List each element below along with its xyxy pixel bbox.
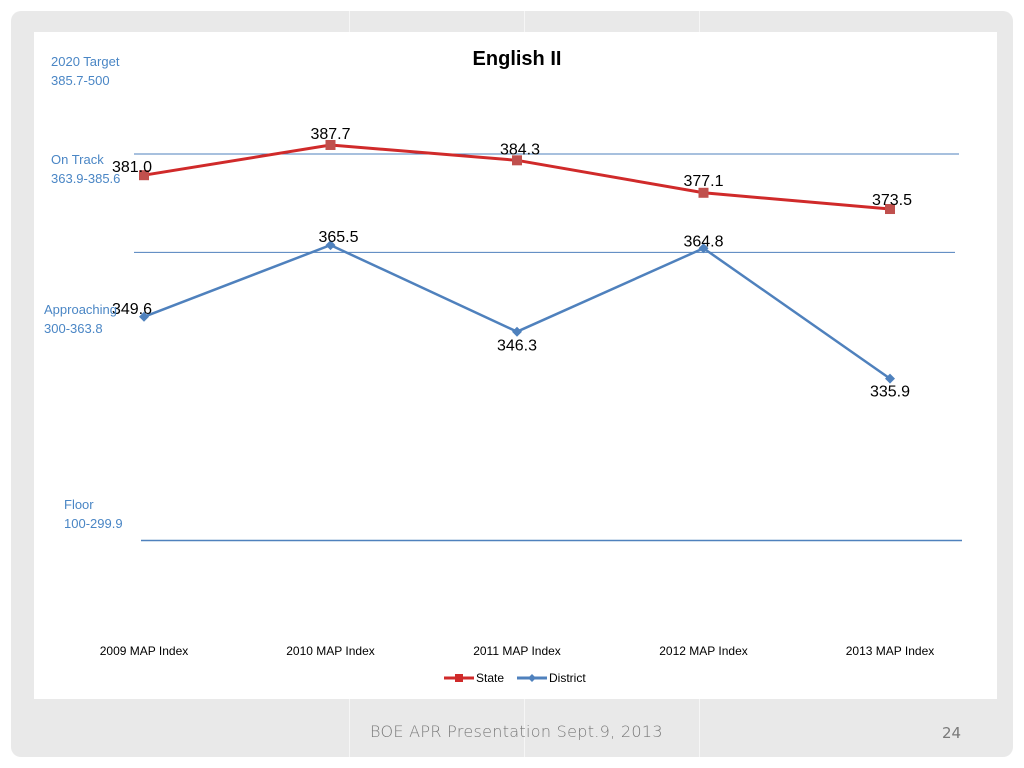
state-point-marker — [512, 155, 522, 166]
legend-diamond-marker — [528, 674, 536, 682]
state-point-marker — [885, 204, 895, 215]
state-data-label: 377.1 — [683, 173, 723, 190]
data-labels: 381.0 387.7 384.3 377.1 373.5 349.6 365.5 346.3… — [112, 126, 912, 401]
state-point-marker — [698, 187, 709, 198]
page-number: 24 — [942, 724, 962, 742]
band-range: 385.7-500 — [51, 73, 110, 88]
band-name: Floor — [64, 497, 94, 512]
band-name: On Track — [51, 152, 104, 167]
district-point-marker — [512, 326, 522, 337]
line-chart: English II 381.0 387.7 384.3 377.1 373.5 349.… — [100, 48, 962, 685]
district-data-label: 365.5 — [318, 229, 358, 246]
band-label-approaching: Approaching 300-363.8 — [44, 300, 117, 338]
district-point-marker — [139, 311, 149, 322]
band-range: 100-299.9 — [64, 516, 123, 531]
chart-legend: State District — [444, 671, 586, 685]
band-label-floor: Floor 100-299.9 — [64, 495, 123, 533]
state-data-label: 373.5 — [872, 192, 912, 209]
x-tick-label: 2011 MAP Index — [473, 644, 561, 658]
band-name: 2020 Target — [51, 54, 120, 69]
chart-title: English II — [473, 48, 562, 70]
district-data-label: 349.6 — [112, 301, 152, 318]
band-range: 300-363.8 — [44, 321, 103, 336]
x-tick-label: 2009 MAP Index — [100, 644, 189, 658]
state-data-label: 381.0 — [112, 159, 152, 176]
band-label-on-track: On Track 363.9-385.6 — [51, 150, 120, 188]
legend-label: State — [476, 671, 504, 685]
series-layer — [139, 139, 895, 384]
chart-panel: English II 381.0 387.7 384.3 377.1 373.5 349.… — [34, 32, 997, 699]
x-tick-label: 2013 MAP Index — [846, 644, 935, 658]
district-point-marker — [885, 373, 895, 384]
band-lines — [134, 153, 962, 542]
state-data-label: 387.7 — [310, 126, 350, 143]
footer-text: BOE APR Presentation Sept.9, 2013 — [370, 722, 663, 741]
band-range: 363.9-385.6 — [51, 171, 121, 186]
legend-square-marker — [455, 674, 463, 682]
district-point-marker — [325, 240, 336, 251]
state-data-label: 384.3 — [500, 141, 540, 158]
district-point-marker — [698, 243, 709, 254]
state-point-marker — [139, 170, 149, 181]
district-data-label: 335.9 — [870, 384, 910, 401]
district-data-label: 346.3 — [497, 338, 537, 355]
state-point-marker — [325, 139, 336, 150]
band-name: Approaching — [44, 302, 117, 317]
x-tick-label: 2010 MAP Index — [286, 644, 375, 658]
band-label-target: 2020 Target 385.7-500 — [51, 52, 119, 90]
district-series-line — [143, 243, 891, 380]
x-tick-label: 2012 MAP Index — [659, 644, 748, 658]
district-data-label: 364.8 — [683, 233, 723, 250]
x-axis-labels: 2009 MAP Index 2010 MAP Index 2011 MAP Ind… — [100, 644, 935, 658]
legend-label: District — [549, 671, 586, 685]
